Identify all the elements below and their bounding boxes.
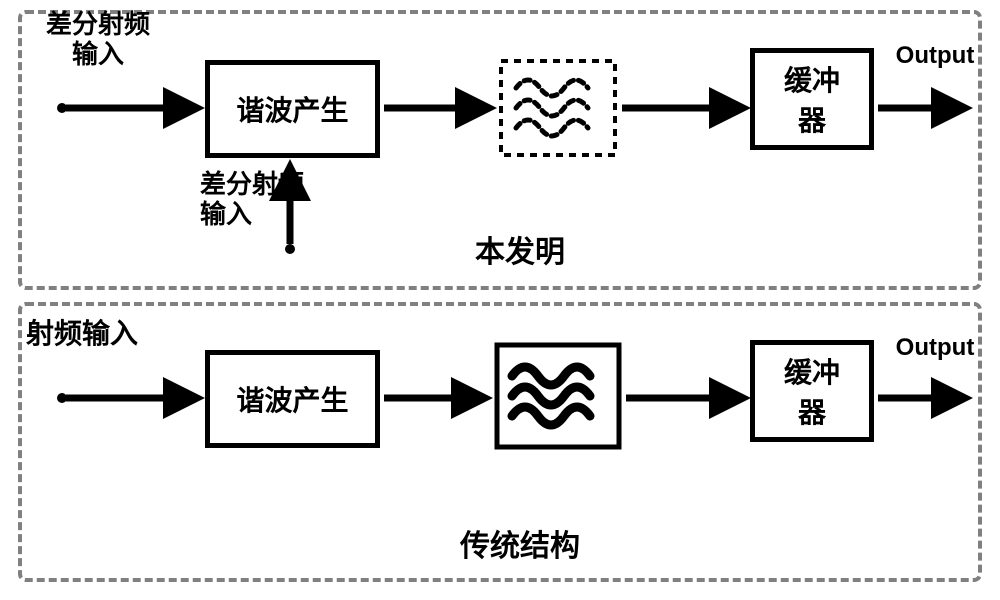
caption-bottom: 传统结构 [400, 530, 640, 565]
arrow-output-bottom [0, 0, 1000, 600]
